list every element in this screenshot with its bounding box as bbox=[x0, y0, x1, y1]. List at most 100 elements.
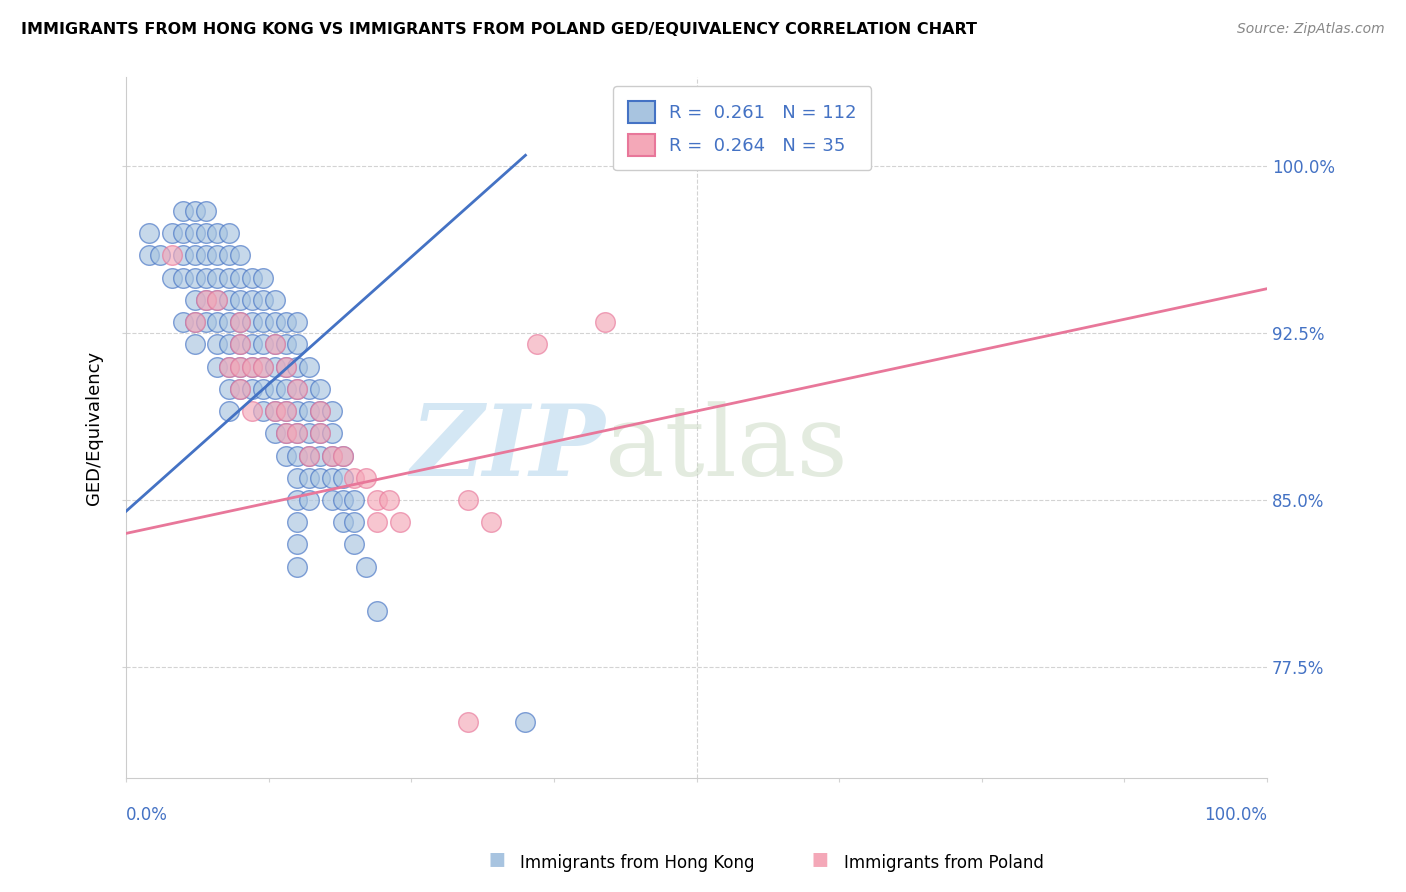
Point bbox=[274, 449, 297, 463]
Point bbox=[366, 515, 388, 529]
Point bbox=[229, 248, 252, 262]
Point bbox=[298, 449, 321, 463]
Point bbox=[195, 270, 218, 285]
Text: 100.0%: 100.0% bbox=[1204, 806, 1267, 824]
Point bbox=[229, 337, 252, 351]
Point bbox=[240, 270, 263, 285]
Point bbox=[218, 359, 240, 374]
Point bbox=[195, 315, 218, 329]
Point bbox=[343, 493, 366, 508]
Point bbox=[321, 493, 343, 508]
Point bbox=[321, 471, 343, 485]
Text: ZIP: ZIP bbox=[411, 401, 606, 497]
Point bbox=[298, 471, 321, 485]
Point bbox=[183, 293, 205, 307]
Text: atlas: atlas bbox=[606, 401, 848, 497]
Legend: R =  0.261   N = 112, R =  0.264   N = 35: R = 0.261 N = 112, R = 0.264 N = 35 bbox=[613, 87, 872, 170]
Point bbox=[195, 203, 218, 218]
Point bbox=[285, 559, 308, 574]
Point bbox=[218, 270, 240, 285]
Point bbox=[207, 315, 229, 329]
Point bbox=[479, 515, 502, 529]
Point bbox=[252, 359, 274, 374]
Point bbox=[285, 315, 308, 329]
Point bbox=[298, 493, 321, 508]
Point bbox=[321, 449, 343, 463]
Point bbox=[183, 315, 205, 329]
Point bbox=[229, 270, 252, 285]
Point bbox=[240, 359, 263, 374]
Point bbox=[274, 337, 297, 351]
Point bbox=[263, 382, 285, 396]
Point bbox=[229, 337, 252, 351]
Point bbox=[298, 404, 321, 418]
Point bbox=[149, 248, 172, 262]
Point bbox=[263, 404, 285, 418]
Point bbox=[263, 426, 285, 441]
Point bbox=[366, 604, 388, 618]
Point bbox=[183, 270, 205, 285]
Point bbox=[229, 359, 252, 374]
Point bbox=[263, 404, 285, 418]
Point bbox=[285, 537, 308, 551]
Point bbox=[218, 226, 240, 240]
Point bbox=[343, 537, 366, 551]
Point bbox=[207, 226, 229, 240]
Point bbox=[285, 515, 308, 529]
Point bbox=[240, 404, 263, 418]
Point bbox=[218, 248, 240, 262]
Point bbox=[274, 404, 297, 418]
Point bbox=[285, 426, 308, 441]
Point bbox=[332, 471, 354, 485]
Point bbox=[172, 315, 194, 329]
Point bbox=[285, 471, 308, 485]
Point bbox=[252, 337, 274, 351]
Point bbox=[172, 203, 194, 218]
Point bbox=[274, 382, 297, 396]
Point bbox=[207, 293, 229, 307]
Point bbox=[595, 315, 617, 329]
Point bbox=[274, 359, 297, 374]
Point bbox=[332, 493, 354, 508]
Point bbox=[138, 226, 160, 240]
Point bbox=[172, 226, 194, 240]
Point bbox=[457, 493, 479, 508]
Point bbox=[160, 270, 183, 285]
Point bbox=[207, 248, 229, 262]
Point bbox=[285, 337, 308, 351]
Point bbox=[332, 449, 354, 463]
Point bbox=[195, 226, 218, 240]
Point bbox=[229, 315, 252, 329]
Point bbox=[240, 337, 263, 351]
Point bbox=[274, 315, 297, 329]
Point bbox=[515, 715, 537, 730]
Point bbox=[298, 449, 321, 463]
Point bbox=[332, 515, 354, 529]
Point bbox=[298, 359, 321, 374]
Point bbox=[207, 293, 229, 307]
Text: ▪: ▪ bbox=[811, 845, 830, 872]
Text: Source: ZipAtlas.com: Source: ZipAtlas.com bbox=[1237, 22, 1385, 37]
Point bbox=[263, 293, 285, 307]
Point bbox=[263, 359, 285, 374]
Point bbox=[274, 426, 297, 441]
Text: Immigrants from Poland: Immigrants from Poland bbox=[844, 855, 1043, 872]
Text: IMMIGRANTS FROM HONG KONG VS IMMIGRANTS FROM POLAND GED/EQUIVALENCY CORRELATION : IMMIGRANTS FROM HONG KONG VS IMMIGRANTS … bbox=[21, 22, 977, 37]
Point bbox=[354, 559, 377, 574]
Point bbox=[172, 248, 194, 262]
Point bbox=[388, 515, 411, 529]
Point bbox=[195, 248, 218, 262]
Point bbox=[218, 337, 240, 351]
Point bbox=[195, 293, 218, 307]
Point bbox=[366, 493, 388, 508]
Point bbox=[263, 337, 285, 351]
Point bbox=[377, 493, 399, 508]
Point bbox=[321, 426, 343, 441]
Point bbox=[285, 382, 308, 396]
Point bbox=[332, 449, 354, 463]
Point bbox=[195, 293, 218, 307]
Point bbox=[229, 315, 252, 329]
Point bbox=[172, 270, 194, 285]
Text: Immigrants from Hong Kong: Immigrants from Hong Kong bbox=[520, 855, 755, 872]
Point bbox=[240, 315, 263, 329]
